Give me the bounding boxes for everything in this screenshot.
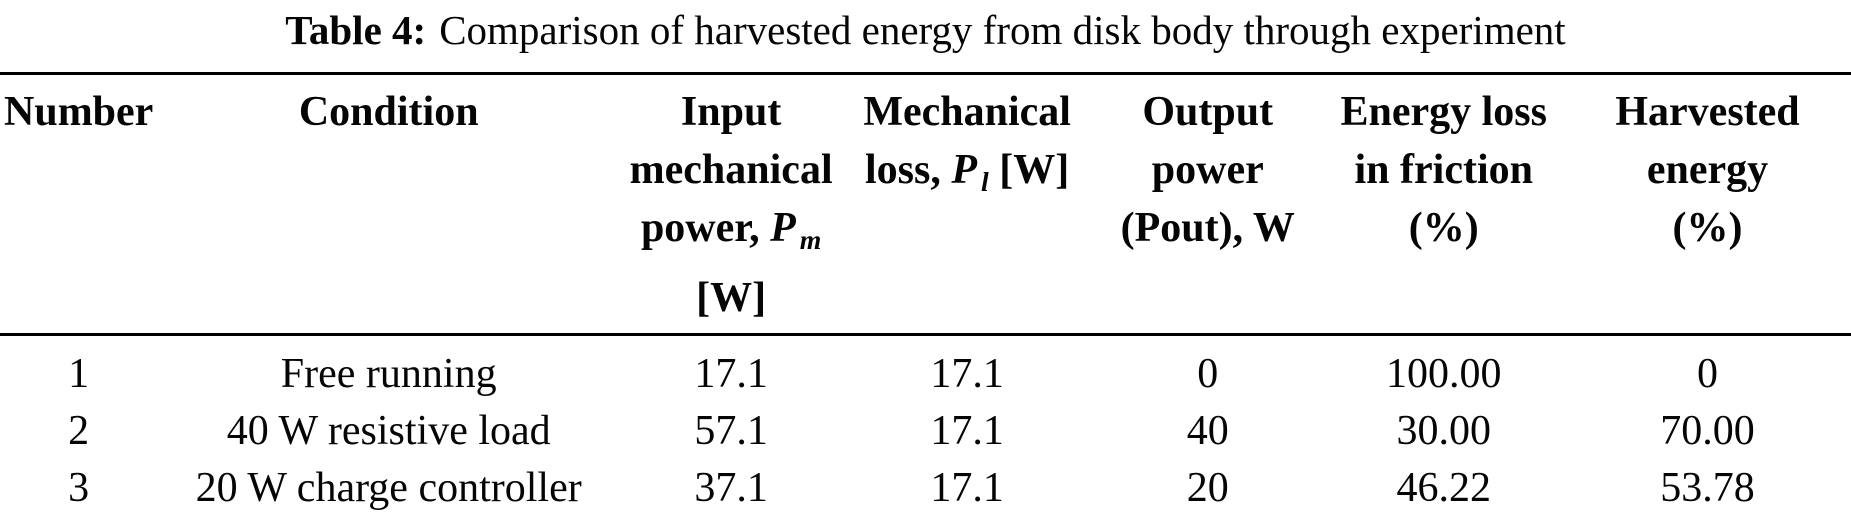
cell-energy-loss-in-friction: 100.00	[1386, 350, 1502, 397]
cell-number: 2	[68, 407, 90, 454]
header-line: Output	[1142, 89, 1274, 135]
cell-input-mechanical-power: 17.1	[694, 350, 768, 397]
header-line: (%)	[1672, 205, 1743, 251]
cell-output-power: 20	[1186, 464, 1229, 511]
cell-condition: Free running	[280, 350, 497, 397]
cell-condition: 20 W charge controller	[195, 464, 582, 511]
header-line: (%)	[1408, 205, 1479, 251]
header-line: Number	[4, 89, 154, 135]
header-line: Energy loss	[1340, 89, 1547, 135]
column-header-condition: Condition	[157, 73, 621, 336]
header-line: Condition	[298, 89, 479, 135]
cell-input-mechanical-power: 37.1	[694, 464, 768, 511]
cell-input-mechanical-power: 57.1	[694, 407, 768, 454]
table-row: 1 Free running 17.1 17.1 0 100.00 0	[0, 334, 1851, 403]
table-caption-text: Comparison of harvested energy from disk…	[439, 7, 1566, 53]
table-caption-label: Table 4:	[285, 7, 427, 53]
header-line: energy	[1646, 147, 1769, 193]
cell-energy-loss-in-friction: 46.22	[1396, 464, 1492, 511]
header-line: (Pout), W	[1120, 205, 1295, 251]
column-header-output-power: Output power (Pout), W	[1092, 73, 1324, 336]
cell-harvested-energy: 53.78	[1660, 464, 1755, 511]
table-caption: Table 4: Comparison of harvested energy f…	[0, 0, 1851, 58]
header-line: [W]	[696, 274, 767, 321]
cell-mechanical-loss: 17.1	[930, 464, 1004, 511]
header-line: in friction	[1354, 147, 1533, 193]
cell-energy-loss-in-friction: 30.00	[1396, 407, 1492, 454]
header-line: mechanical	[629, 147, 833, 193]
cell-mechanical-loss: 17.1	[930, 350, 1004, 397]
cell-harvested-energy: 0	[1697, 350, 1719, 397]
table-body: 1 Free running 17.1 17.1 0 100.00 0 2 40 W resis…	[0, 334, 1851, 515]
column-header-harvested-energy: Harvested energy (%)	[1564, 73, 1851, 336]
column-header-number: Number	[0, 73, 158, 336]
column-header-energy-loss-in-friction: Energy loss in friction (%)	[1323, 73, 1565, 336]
cell-output-power: 40	[1186, 407, 1229, 454]
cell-mechanical-loss: 17.1	[930, 407, 1004, 454]
table-row: 2 40 W resistive load 57.1 17.1 40 30.00 70.00	[0, 403, 1851, 460]
header-line: Mechanical	[863, 89, 1071, 135]
header-line: Harvested	[1615, 89, 1800, 135]
cell-output-power: 0	[1197, 350, 1219, 397]
cell-number: 1	[68, 350, 90, 397]
table-row: 3 20 W charge controller 37.1 17.1 20 46.22 53…	[0, 460, 1851, 515]
cell-number: 3	[68, 464, 90, 511]
cell-condition: 40 W resistive load	[226, 407, 551, 454]
header-line: power	[1151, 147, 1264, 193]
cell-harvested-energy: 70.00	[1660, 407, 1755, 454]
header-line: Input	[680, 89, 782, 135]
